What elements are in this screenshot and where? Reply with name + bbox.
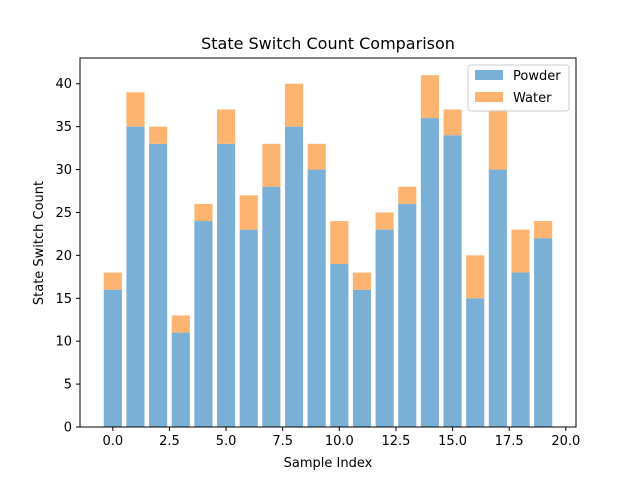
plot-frame [79, 57, 577, 428]
y-tick-label: 5 [64, 378, 72, 393]
bar-powder-15 [443, 135, 462, 428]
bar-powder-13 [398, 203, 417, 427]
bar-powder-5 [217, 143, 236, 427]
bar-powder-19 [534, 238, 553, 427]
x-tick-label: 17.5 [495, 434, 524, 449]
x-tick-label: 20.0 [551, 434, 580, 449]
bar-water-5 [217, 109, 236, 144]
bar-powder-4 [194, 221, 213, 427]
y-tick-label: 40 [55, 77, 72, 92]
bar-powder-6 [239, 229, 258, 427]
bar-water-1 [126, 92, 145, 127]
bar-powder-17 [488, 169, 507, 427]
bar-water-14 [420, 75, 439, 119]
bar-powder-14 [420, 118, 439, 428]
bar-water-4 [194, 203, 213, 222]
bar-powder-1 [126, 126, 145, 428]
bar-powder-11 [352, 289, 372, 427]
x-tick-label: 10.0 [325, 434, 354, 449]
legend-swatch-water [475, 92, 503, 102]
bar-powder-0 [103, 289, 122, 427]
x-tick-label: 15.0 [438, 434, 467, 449]
bar-water-7 [262, 143, 281, 187]
y-axis-label: State Switch Count [32, 181, 47, 305]
bar-water-18 [511, 229, 530, 273]
bar-water-3 [171, 315, 190, 333]
bar-water-12 [375, 212, 394, 230]
y-tick-label: 20 [55, 249, 72, 264]
bar-powder-10 [330, 263, 349, 427]
bar-water-15 [443, 109, 462, 136]
legend-swatch-powder [475, 70, 503, 80]
bar-water-19 [534, 221, 553, 239]
x-tick-label: 2.5 [159, 434, 180, 449]
chart-title: State Switch Count Comparison [201, 34, 455, 53]
y-tick-label: 25 [55, 206, 72, 221]
bar-powder-18 [511, 272, 530, 427]
y-axis: 0 5 10 15 20 25 30 35 40 [55, 77, 80, 436]
bar-powder-16 [466, 298, 485, 427]
x-tick-label: 7.5 [272, 434, 293, 449]
bar-powder-2 [149, 143, 168, 427]
y-tick-label: 15 [55, 292, 72, 307]
y-tick-label: 30 [55, 163, 72, 178]
bar-water-0 [103, 272, 122, 290]
bar-water-11 [352, 272, 372, 290]
y-tick-label: 0 [64, 421, 72, 436]
bar-water-10 [330, 221, 349, 264]
bar-powder-3 [171, 332, 190, 427]
bar-water-9 [307, 143, 326, 170]
bar-powder-8 [284, 126, 304, 428]
bar-water-6 [239, 195, 258, 230]
bar-water-16 [466, 255, 485, 299]
plot-area [103, 75, 553, 428]
x-tick-label: 12.5 [381, 434, 410, 449]
bar-water-2 [149, 126, 168, 144]
bar-powder-12 [375, 229, 394, 427]
bar-water-8 [284, 83, 304, 127]
bar-powder-7 [262, 186, 281, 427]
legend: Powder Water [467, 64, 570, 112]
legend-label-powder: Powder [513, 69, 561, 84]
legend-label-water: Water [513, 91, 552, 106]
bar-water-13 [398, 186, 417, 204]
x-axis: 0.0 2.5 5.0 7.5 10.0 12.5 15.0 17.5 20.0 [102, 427, 580, 449]
bar-powder-9 [307, 169, 326, 427]
x-tick-label: 5.0 [216, 434, 237, 449]
x-tick-label: 0.0 [102, 434, 123, 449]
x-axis-label: Sample Index [284, 456, 373, 471]
bar-water-17 [488, 109, 507, 170]
y-tick-label: 10 [55, 335, 72, 350]
y-tick-label: 35 [55, 120, 72, 135]
